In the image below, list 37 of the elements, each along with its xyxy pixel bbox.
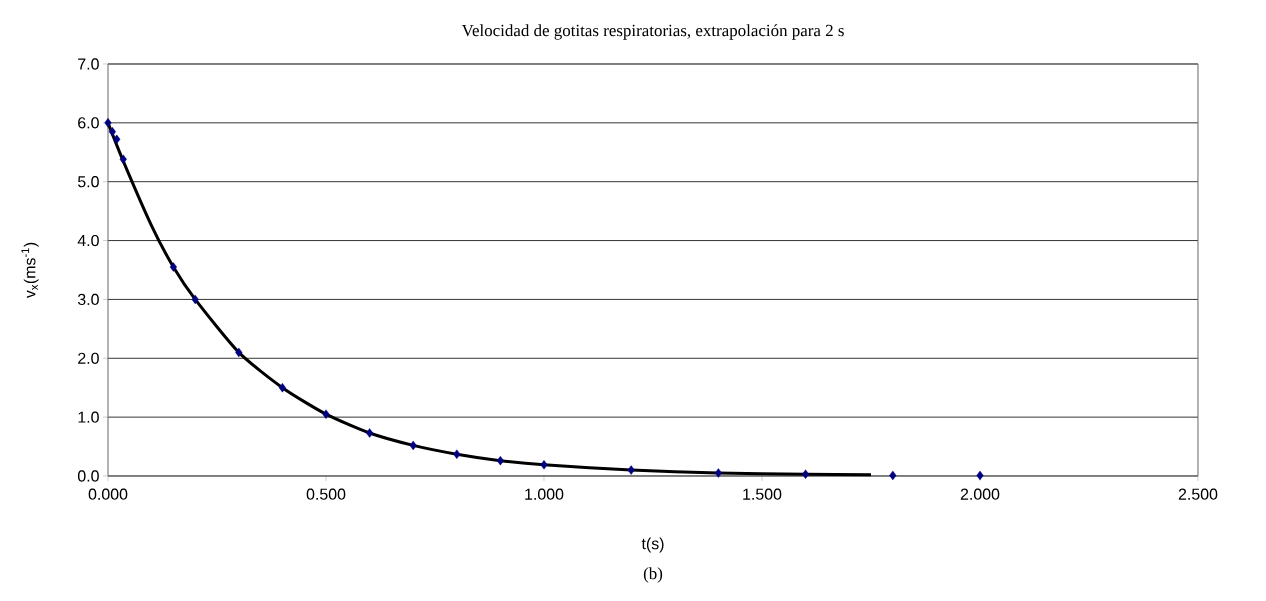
point xyxy=(108,126,116,137)
x-axis-title: t(s) xyxy=(641,537,664,553)
point xyxy=(235,347,243,358)
x-tick-label: 0.500 xyxy=(306,488,346,500)
y-tick-label: 1.0 xyxy=(78,411,99,423)
x-tick-label: 1.000 xyxy=(525,488,564,500)
y-tick-label: 2.0 xyxy=(78,352,99,364)
y-tick-label: 0.0 xyxy=(77,470,99,482)
text: (b) xyxy=(643,567,663,583)
point xyxy=(714,468,722,478)
x-tick-label: 2.000 xyxy=(960,488,1000,500)
point xyxy=(104,118,112,128)
point xyxy=(889,470,897,481)
point xyxy=(119,154,127,165)
y-tick-label: 3.0 xyxy=(77,293,99,306)
y-tick-label: 6.0 xyxy=(78,117,99,129)
point xyxy=(113,134,121,145)
point xyxy=(802,469,810,479)
x-tick-label: 2.500 xyxy=(1178,488,1218,500)
point xyxy=(976,470,984,481)
x-tick-label: 1.500 xyxy=(743,488,782,500)
chart-title: Velocidad de gotitas respiratorias, extrapolación para 2 s xyxy=(461,24,844,40)
point xyxy=(496,455,504,466)
x-tick-label: 0.000 xyxy=(88,488,128,500)
point xyxy=(409,440,417,451)
point xyxy=(453,449,461,459)
point xyxy=(540,460,548,470)
point xyxy=(278,383,286,393)
point xyxy=(322,409,330,419)
y-tick-label: 7.0 xyxy=(78,58,99,70)
y-tick-label: 5.0 xyxy=(77,176,99,188)
point xyxy=(627,465,635,475)
point xyxy=(169,262,177,272)
point xyxy=(191,294,199,305)
y-axis-title: v$_{x}$(ms$^{-1}$) xyxy=(21,242,39,299)
point xyxy=(366,428,374,438)
y-tick-label: 4.0 xyxy=(77,234,99,247)
